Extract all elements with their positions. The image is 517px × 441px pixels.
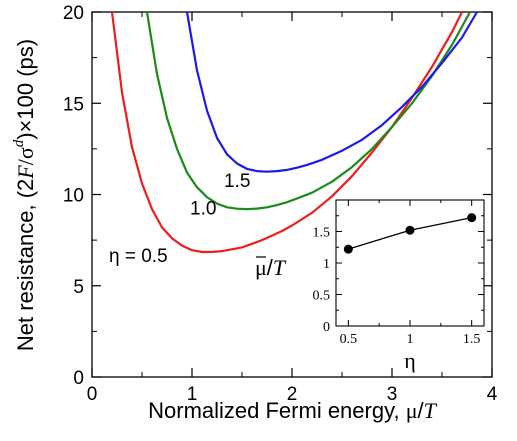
- curve-label-1-5: 1.5: [224, 171, 250, 192]
- curve-eta-0-5: [110, 11, 463, 254]
- x-axis-label-slash: /: [417, 398, 424, 423]
- inset-y-tick-label: 1: [323, 257, 330, 272]
- y-axis-label-suffix: )×100 (ps): [13, 39, 38, 140]
- inset-y-tick-label: 0.5: [313, 289, 331, 304]
- inset-x-tick-label: 0.5: [340, 332, 358, 347]
- inset-y-tick-label: 0: [323, 320, 330, 335]
- main-curves: [110, 11, 478, 254]
- x-axis-label: Normalized Fermi energy, μ/T: [148, 398, 437, 423]
- inset-y-label-t: T: [273, 255, 287, 280]
- inset-x-axis-label: η: [404, 348, 416, 373]
- y-axis-label: Net resistance, (2F/σd)×100 (ps): [11, 39, 38, 351]
- y-axis-label-f: F: [13, 165, 38, 180]
- inset-axis-ticks: 0.5 1 1.5 0 0.5 1 1.5: [313, 200, 484, 347]
- curve-eta-1-5: [185, 11, 478, 173]
- curve-eta-1-0: [145, 11, 471, 211]
- x-axis-label-mu: μ: [406, 398, 418, 423]
- inset-x-tick-label: 1.5: [463, 332, 481, 347]
- inset-background: [336, 200, 484, 326]
- inset-x-tick-label: 1: [407, 332, 414, 347]
- x-axis-label-prefix: Normalized Fermi energy,: [148, 398, 406, 423]
- y-axis-label-sup: d: [11, 139, 27, 147]
- x-axis-label-t: T: [424, 398, 438, 423]
- inset-point: [405, 225, 415, 235]
- inset-point: [467, 213, 477, 223]
- y-tick-label: 10: [63, 186, 84, 207]
- y-tick-label: 15: [63, 94, 84, 115]
- x-tick-label: 2: [287, 384, 298, 405]
- x-tick-label: 3: [387, 384, 398, 405]
- x-tick-label: 4: [487, 384, 498, 405]
- main-curve-labels: η = 0.5 1.0 1.5: [109, 171, 250, 267]
- inset-point: [343, 244, 353, 254]
- x-tick-label: 1: [187, 384, 198, 405]
- inset-y-axis-label: μ/T: [255, 255, 287, 280]
- inset-y-label-mu: μ: [255, 255, 267, 280]
- x-tick-label: 0: [87, 384, 98, 405]
- inset-y-tick-label: 1.5: [313, 226, 331, 241]
- y-axis-label-prefix: Net resistance, (2: [13, 179, 38, 351]
- y-tick-label: 20: [63, 3, 84, 24]
- y-tick-label: 0: [73, 368, 84, 389]
- curve-label-1-0: 1.0: [190, 199, 216, 220]
- y-axis-label-mid: /σ: [13, 147, 38, 165]
- curve-label-eta-0-5: η = 0.5: [109, 246, 168, 267]
- inset-y-label-slash: /: [267, 255, 274, 280]
- inset-series: [343, 213, 477, 254]
- svg-text:μ/T: μ/T: [255, 255, 287, 280]
- y-tick-label: 5: [73, 277, 84, 298]
